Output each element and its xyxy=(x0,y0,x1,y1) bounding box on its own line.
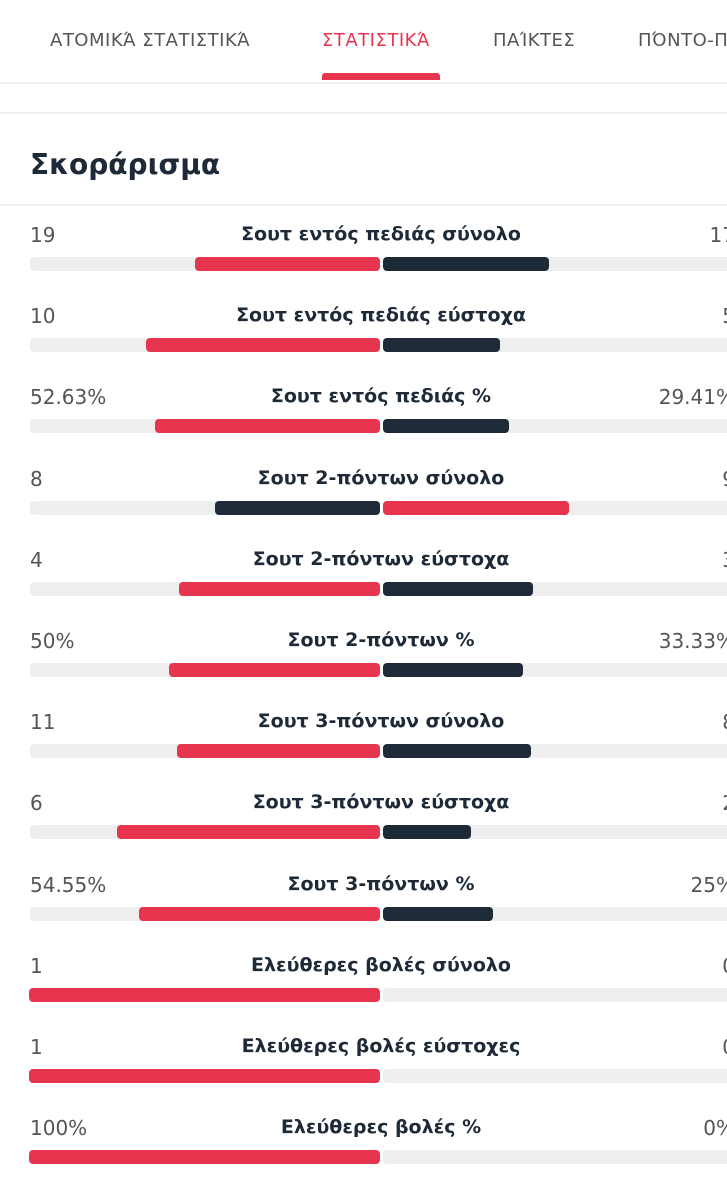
right-value: 29.41% xyxy=(658,385,727,410)
left-value: 4 xyxy=(30,547,43,572)
left-bar xyxy=(194,257,380,271)
left-bar xyxy=(116,825,380,840)
left-value: 19 xyxy=(30,223,56,247)
section-title: Σκοράρισμα xyxy=(30,148,221,181)
right-bar xyxy=(383,581,534,596)
stat-label: Σουτ 3-πόντων σύνολο xyxy=(257,710,505,733)
active-tab-indicator xyxy=(322,73,440,80)
stat-label: Σουτ εντός πεδιάς εύστοχα xyxy=(236,304,526,327)
stat-label: Σουτ εντός πεδιάς σύνολο xyxy=(241,223,521,245)
stat-label: Σουτ 3-πόντων εύστοχα xyxy=(252,791,510,814)
left-bar xyxy=(214,500,380,515)
divider xyxy=(0,112,727,114)
left-bar xyxy=(179,581,380,596)
left-value: 100% xyxy=(30,1116,88,1141)
right-value: 0 xyxy=(722,954,727,978)
right-value: 9 xyxy=(722,467,727,491)
bar-track xyxy=(383,1150,727,1165)
stat-label: Σουτ 2-πόντων % xyxy=(287,629,475,651)
tab-bar: ΑΤΟΜΙΚΆ ΣΤΑΤΙΣΤΙΚΆ ΣΤΑΤΙΣΤΙΚΆ ΠΑΊΚΤΕΣ ΠΌΝΤΟ… xyxy=(0,0,727,84)
right-value: 25% xyxy=(690,872,727,897)
right-value: 0% xyxy=(703,1116,727,1141)
stat-label: Ελεύθερες βολές εύστοχες xyxy=(241,1035,521,1057)
right-value: 5 xyxy=(722,304,727,328)
left-value: 8 xyxy=(30,466,43,491)
left-bar xyxy=(169,663,380,677)
left-value: 1 xyxy=(30,1035,43,1059)
right-bar xyxy=(383,419,509,434)
tab[interactable]: ΑΤΟΜΙΚΆ ΣΤΑΤΙΣΤΙΚΆ xyxy=(50,30,251,51)
stat-label: Σουτ 2-πόντων εύστοχα xyxy=(252,547,510,570)
left-value: 52.63% xyxy=(30,385,107,410)
right-value: 8 xyxy=(722,710,727,734)
right-value: 0 xyxy=(722,1035,727,1059)
left-bar xyxy=(154,419,380,434)
bar-track xyxy=(383,1069,727,1083)
left-value: 11 xyxy=(30,710,56,735)
right-value: 2 xyxy=(722,791,727,815)
right-bar xyxy=(383,500,569,515)
left-bar xyxy=(29,1150,380,1165)
right-bar xyxy=(383,338,500,353)
left-bar xyxy=(146,338,380,353)
left-bar xyxy=(29,987,380,1002)
left-bar xyxy=(176,744,380,759)
tab[interactable]: ΠΌΝΤΟ-ΠΌΝΤΟ xyxy=(638,30,727,51)
left-value: 1 xyxy=(30,953,43,978)
bar-track xyxy=(383,987,727,1002)
stat-label: Σουτ 3-πόντων % xyxy=(287,872,475,895)
right-bar xyxy=(383,257,549,271)
tab[interactable]: ΠΑΊΚΤΕΣ xyxy=(493,30,576,51)
stat-label: Ελεύθερες βολές σύνολο xyxy=(251,953,511,976)
right-bar xyxy=(383,744,531,759)
left-value: 10 xyxy=(30,304,56,329)
right-bar xyxy=(383,906,494,921)
divider xyxy=(0,204,727,206)
left-value: 54.55% xyxy=(30,872,107,897)
tab[interactable]: ΣΤΑΤΙΣΤΙΚΆ xyxy=(322,30,430,51)
stat-label: Ελεύθερες βολές % xyxy=(280,1116,482,1139)
left-bar xyxy=(29,1069,380,1083)
right-bar xyxy=(383,825,471,840)
right-value: 33.33% xyxy=(658,629,727,653)
right-bar xyxy=(383,663,524,677)
left-bar xyxy=(139,906,380,921)
stat-label: Σουτ 2-πόντων σύνολο xyxy=(257,466,505,489)
left-value: 6 xyxy=(30,791,43,816)
right-value: 17 xyxy=(709,223,727,247)
right-value: 3 xyxy=(722,548,727,572)
left-value: 50% xyxy=(30,629,75,653)
stat-label: Σουτ εντός πεδιάς % xyxy=(270,385,492,408)
